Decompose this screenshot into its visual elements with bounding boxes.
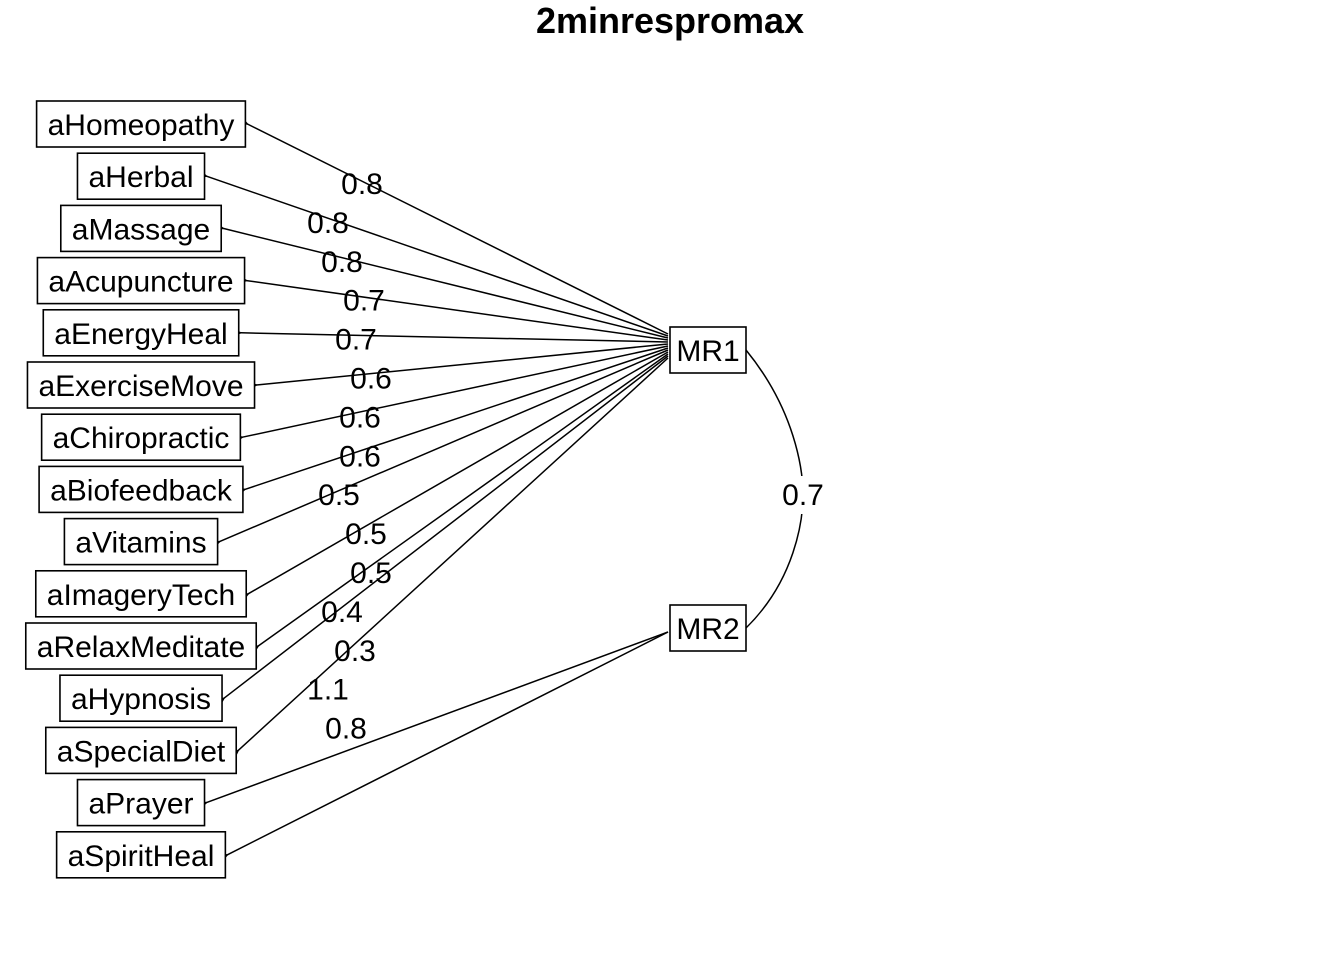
variable-node-a-prayer: aPrayer: [76, 778, 206, 827]
variable-node-a-massage: aMassage: [59, 204, 223, 253]
variable-label: aChiropractic: [53, 422, 230, 455]
loading-edges: [187, 109, 669, 870]
variable-label: aHypnosis: [71, 683, 211, 716]
edge-a-energy-heal: [222, 324, 669, 343]
variable-box: [55, 830, 227, 879]
variable-node-a-imagery-tech: aImageryTech: [34, 569, 248, 618]
edge-a-homeopathy: [228, 109, 669, 335]
variable-label: aSpiritHeal: [68, 840, 215, 873]
variable-label: aHerbal: [88, 161, 193, 194]
variable-box: [59, 204, 223, 253]
variable-box: [76, 152, 206, 200]
variable-label: aRelaxMeditate: [37, 631, 245, 664]
factor-correlation-label: 0.7: [782, 479, 824, 512]
edge-a-chiropractic: [223, 345, 669, 449]
variable-node-a-energy-heal: aEnergyHeal: [42, 308, 240, 357]
variable-box: [59, 674, 223, 723]
variable-node-a-hypnosis: aHypnosis: [59, 674, 223, 723]
variable-node-a-special-diet: aSpecialDiet: [44, 726, 238, 775]
edge-a-herbal: [187, 162, 669, 337]
loading-labels: 0.8 0.8 0.8 0.7 0.7 0.6 0.6 0.6 0.5 0.5 0.5 0.4 0.3 1…: [307, 168, 392, 746]
loading-label-a-energy-heal: 0.7: [335, 324, 377, 357]
loading-label-a-herbal: 0.8: [307, 207, 349, 240]
variable-node-a-biofeedback: aBiofeedback: [38, 465, 244, 514]
variable-label: aEnergyHeal: [54, 318, 227, 351]
edge-a-special-diet: [219, 357, 669, 769]
observed-variables: aHomeopathy aHerbal aMassage aAcupuncture aE…: [24, 100, 258, 879]
variable-label: aHomeopathy: [48, 109, 235, 142]
variable-label: aBiofeedback: [50, 474, 233, 507]
variable-node-a-relax-meditate: aRelaxMeditate: [24, 622, 258, 670]
variable-node-a-spirit-heal: aSpiritHeal: [55, 830, 227, 879]
variable-box: [42, 308, 240, 357]
loading-label-a-massage: 0.8: [321, 246, 363, 279]
variable-box: [26, 361, 256, 409]
edge-a-spirit-heal: [207, 631, 669, 870]
variable-node-a-chiropractic: aChiropractic: [40, 413, 242, 462]
latent-factors: MR1 MR2: [669, 326, 747, 652]
loading-label-a-chiropractic: 0.6: [339, 401, 381, 434]
edge-a-imagery-tech: [228, 351, 669, 610]
variable-box: [38, 465, 244, 514]
variable-node-a-exercise-move: aExerciseMove: [26, 361, 256, 409]
variable-label: aAcupuncture: [48, 266, 233, 299]
variable-label: aPrayer: [88, 788, 193, 821]
variable-label: aSpecialDiet: [57, 735, 226, 768]
loading-label-a-acupuncture: 0.7: [343, 285, 385, 318]
edge-a-prayer: [187, 631, 669, 817]
edge-a-exercise-move: [237, 343, 669, 395]
variable-label: aMassage: [72, 213, 210, 246]
variable-node-a-vitamins: aVitamins: [63, 517, 219, 566]
factor-node-mr2: MR2: [669, 604, 747, 652]
variable-label: aImageryTech: [47, 579, 235, 612]
correlation-label-bg: [776, 476, 830, 514]
loading-label-a-prayer: 1.1: [307, 674, 349, 707]
factor-label: MR2: [676, 613, 739, 646]
diagram-title: 2minrespromax: [536, 0, 804, 41]
loading-label-a-homeopathy: 0.8: [341, 168, 383, 201]
variable-node-a-herbal: aHerbal: [76, 152, 206, 200]
edge-a-hypnosis: [205, 355, 669, 716]
variable-box: [34, 569, 248, 618]
variable-label: aExerciseMove: [38, 370, 243, 403]
edge-a-relax-meditate: [239, 353, 669, 663]
loading-label-a-relax-meditate: 0.5: [350, 557, 392, 590]
variable-box: [44, 726, 238, 775]
variable-box: [24, 622, 258, 670]
loading-label-a-exercise-move: 0.6: [350, 363, 392, 396]
loading-label-a-hypnosis: 0.4: [321, 596, 363, 629]
variable-label: aVitamins: [75, 527, 206, 560]
factor-node-mr1: MR1: [669, 326, 747, 374]
loading-label-a-spirit-heal: 0.8: [325, 713, 367, 746]
variable-box: [40, 413, 242, 462]
edge-a-massage: [203, 216, 669, 339]
variable-node-a-acupuncture: aAcupuncture: [36, 256, 246, 305]
edge-a-biofeedback: [225, 347, 669, 503]
factor-label: MR1: [676, 335, 739, 368]
variable-box: [35, 100, 247, 148]
variable-box: [63, 517, 219, 566]
loading-label-a-vitamins: 0.5: [318, 479, 360, 512]
loading-label-a-imagery-tech: 0.5: [345, 518, 387, 551]
variable-box: [36, 256, 246, 305]
loading-label-a-biofeedback: 0.6: [339, 440, 381, 473]
edge-a-acupuncture: [227, 270, 669, 341]
edge-a-vitamins: [200, 349, 669, 556]
variable-box: [76, 778, 206, 827]
variable-node-a-homeopathy: aHomeopathy: [35, 100, 247, 148]
loading-label-a-special-diet: 0.3: [334, 635, 376, 668]
